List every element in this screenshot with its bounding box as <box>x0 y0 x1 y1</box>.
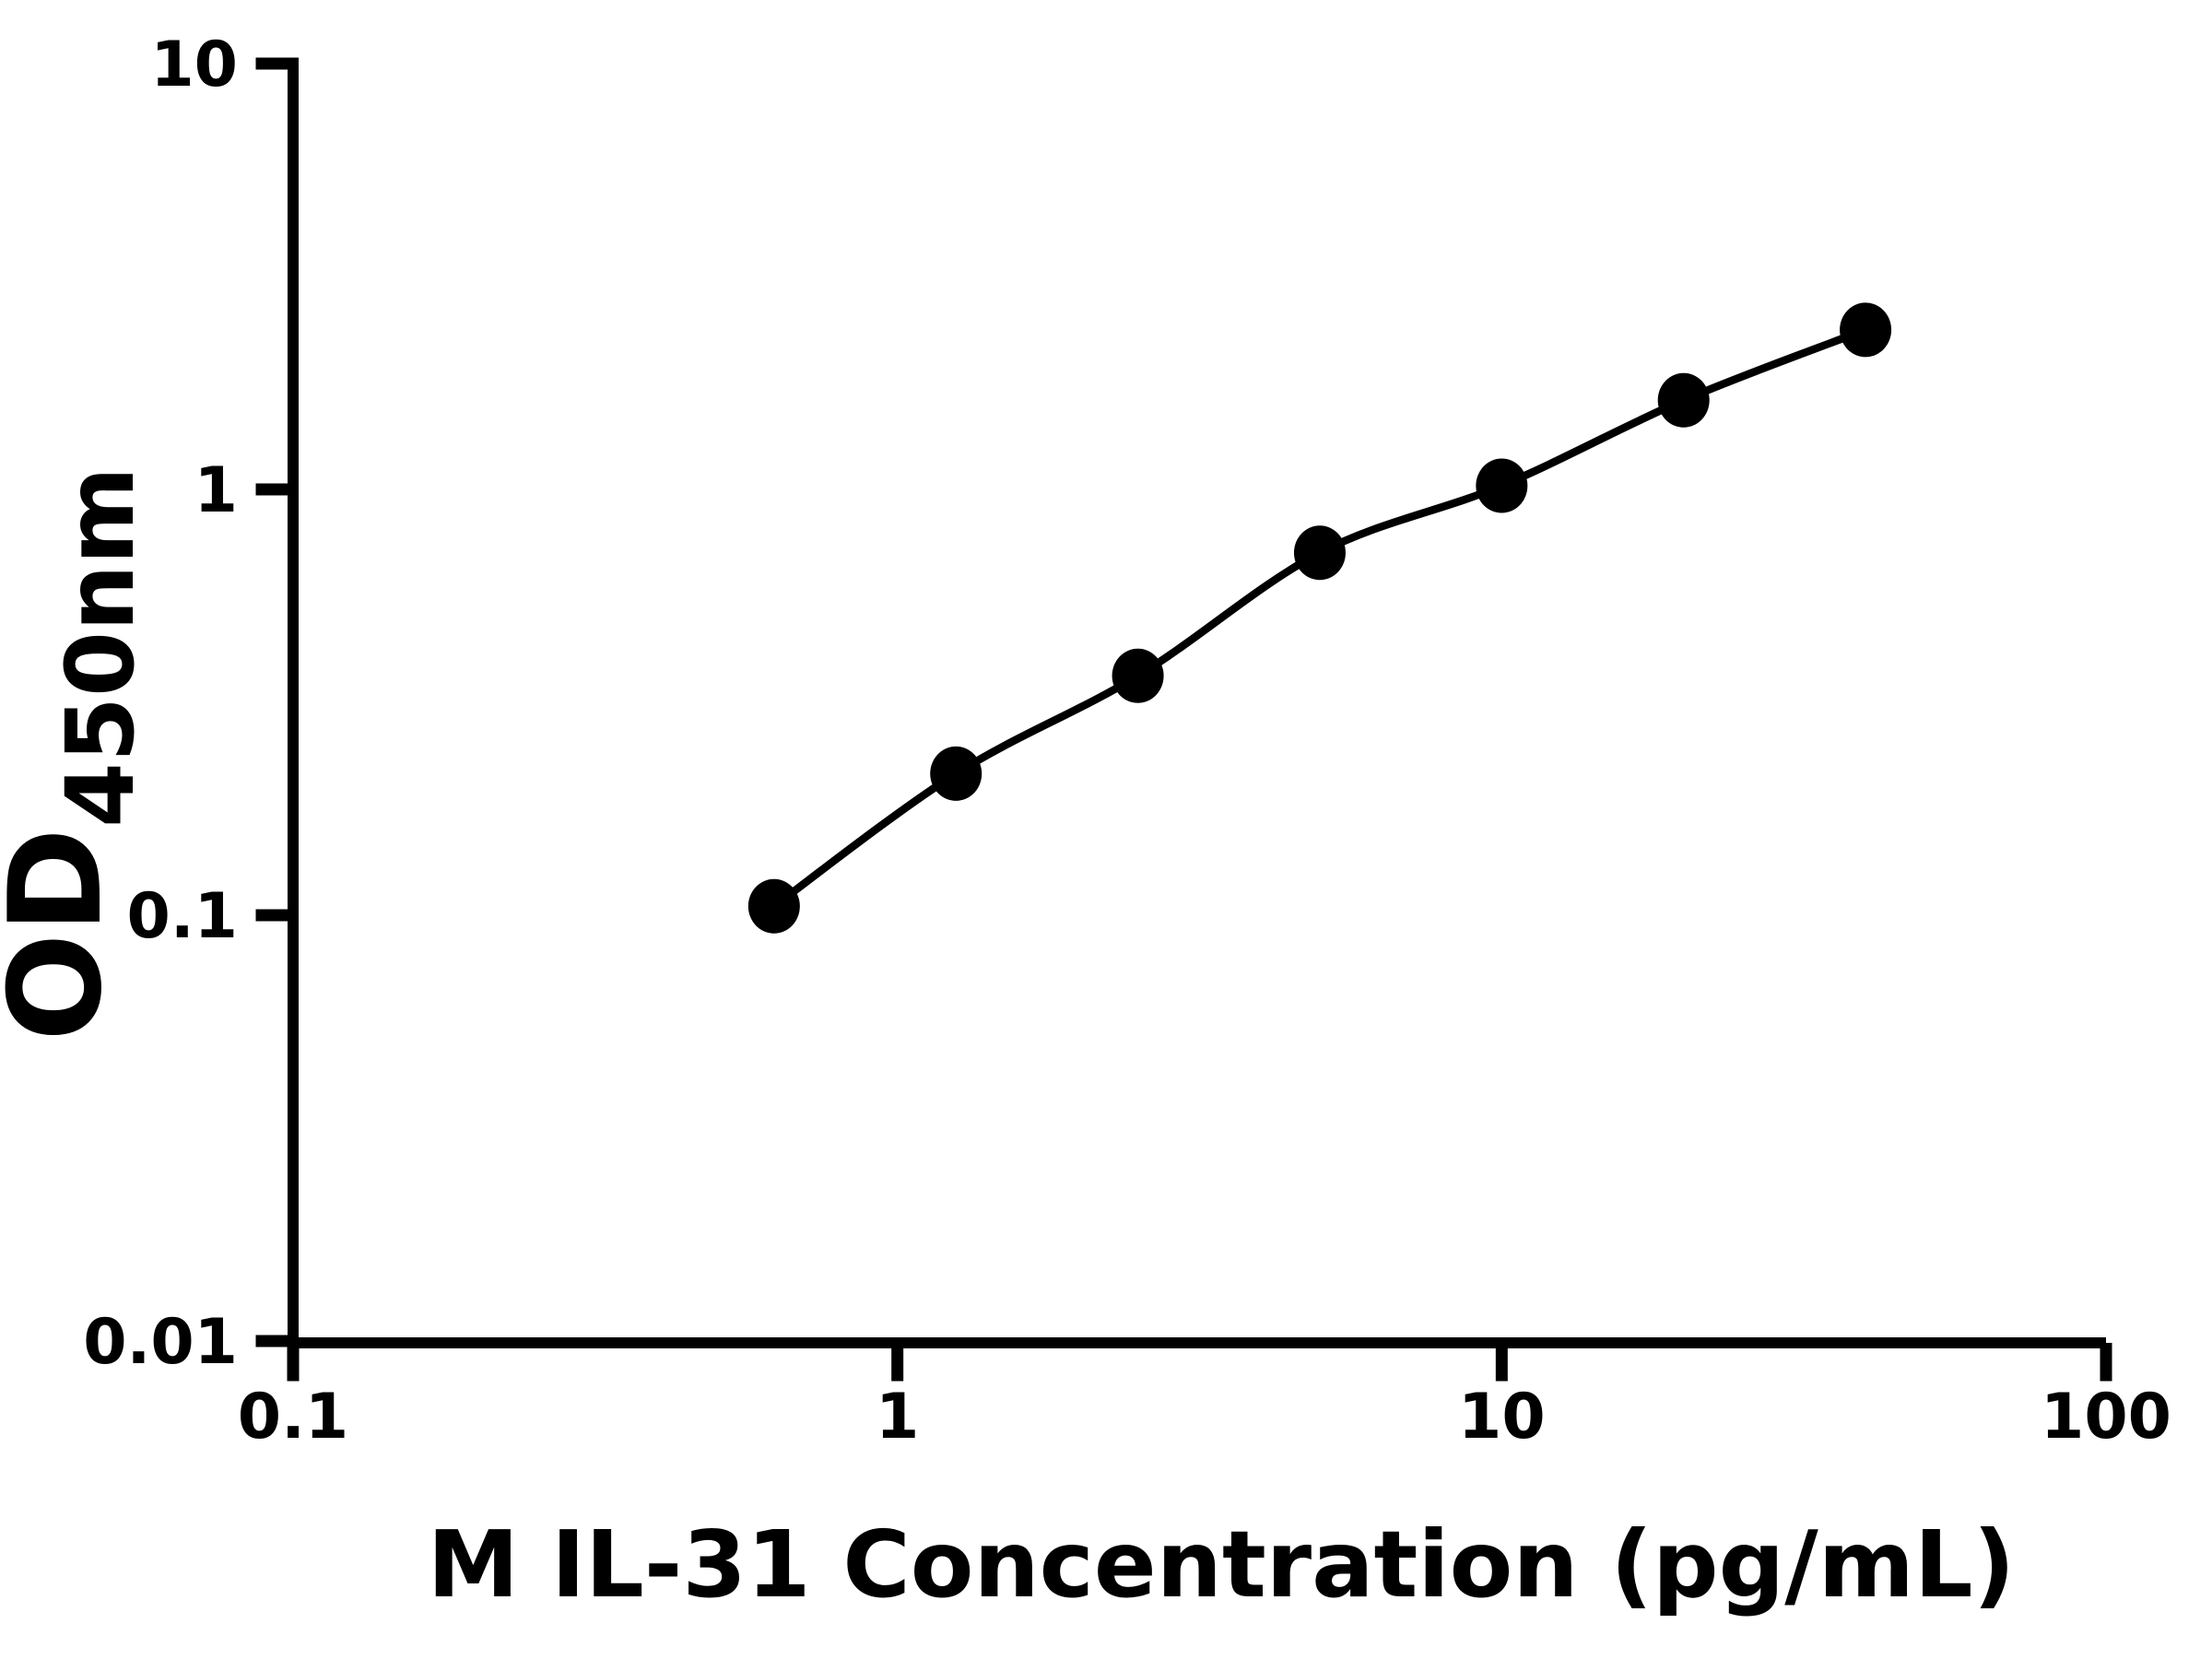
y-tick-label: 1 <box>194 454 238 527</box>
data-point <box>1293 525 1346 581</box>
x-axis-tick-labels: 0.1 1 10 100 <box>238 1381 2171 1453</box>
data-point <box>1112 648 1164 703</box>
x-axis-ticks <box>287 1343 2112 1382</box>
x-tick-label: 10 <box>1458 1381 1546 1453</box>
y-tick-label: 0.01 <box>83 1306 238 1379</box>
y-axis-title: OD450nm <box>0 466 156 1041</box>
y-axis-tick-labels: 0.01 0.1 1 10 <box>83 29 238 1379</box>
x-tick-label: 100 <box>2041 1381 2171 1453</box>
data-point <box>747 878 800 934</box>
y-tick-label: 10 <box>150 29 238 101</box>
y-tick-label: 0.1 <box>127 880 238 953</box>
data-point <box>1657 372 1710 428</box>
y-axis-title-subscript: 450nm <box>46 466 156 828</box>
y-axis-ticks <box>255 57 293 1347</box>
data-point <box>930 746 982 801</box>
data-series-layer <box>747 302 1892 934</box>
x-tick-label: 1 <box>876 1381 919 1453</box>
data-point <box>1476 458 1528 513</box>
x-tick-label: 0.1 <box>238 1381 348 1453</box>
x-axis-title: M IL-31 Concentration (pg/mL) <box>428 1511 2016 1618</box>
data-point <box>1840 302 1892 358</box>
y-axis-title-main: OD <box>0 828 130 1041</box>
